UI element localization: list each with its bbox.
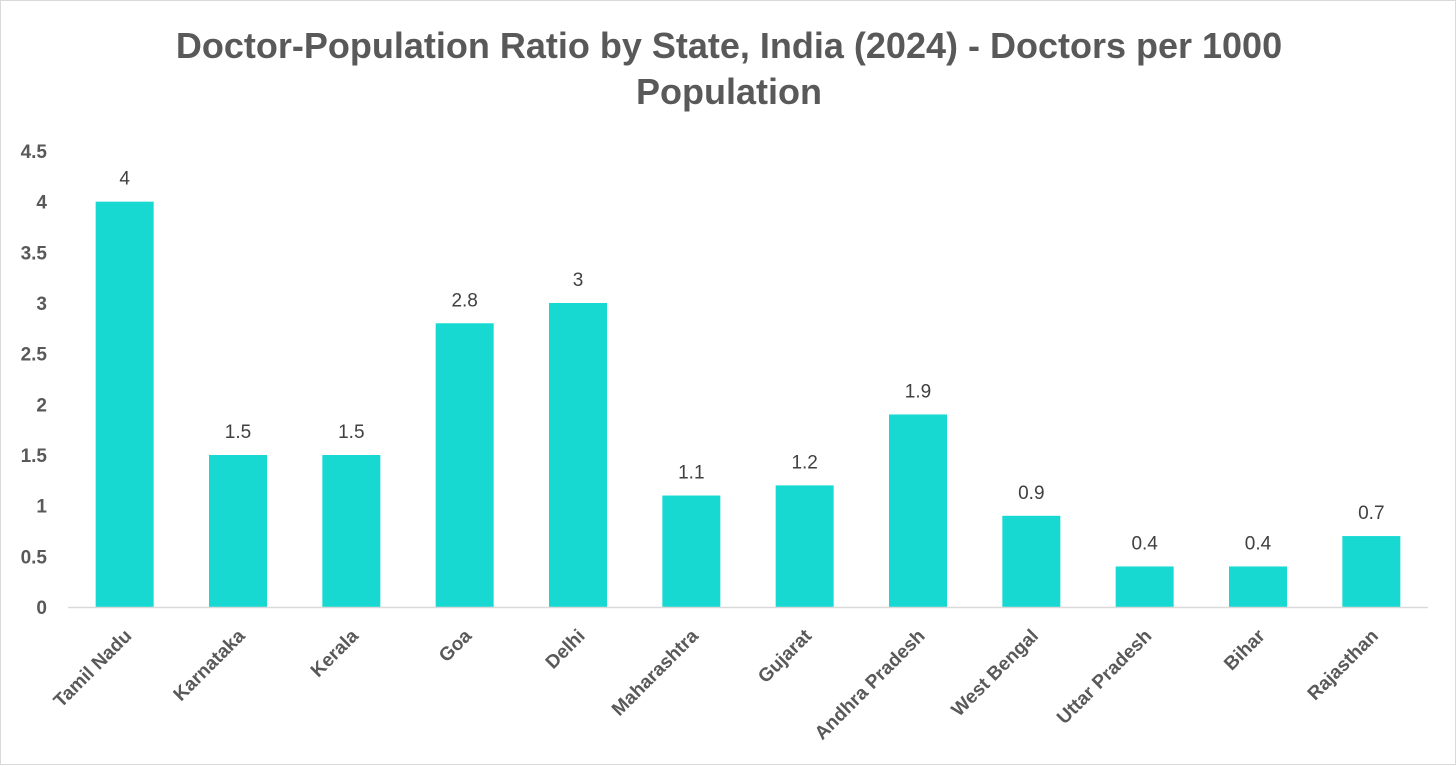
y-tick-label: 2 [36, 395, 47, 416]
x-tick-label: Maharashtra [608, 625, 703, 720]
chart-title: Doctor-Population Ratio by State, India … [1, 23, 1456, 115]
x-tick-label: Karnataka [170, 625, 250, 705]
data-label: 3 [573, 270, 584, 291]
bar [1342, 536, 1401, 607]
y-tick-label: 3.5 [21, 243, 48, 264]
bar [1115, 566, 1174, 607]
bar [549, 303, 607, 607]
chart-title-line-2: Population [636, 71, 822, 112]
bar [775, 485, 834, 607]
y-tick-label: 2.5 [21, 345, 48, 366]
data-label: 0.4 [1245, 533, 1272, 554]
x-tick-label: Delhi [542, 626, 590, 674]
y-tick-label: 4 [36, 193, 47, 214]
y-tick-label: 0.5 [21, 547, 48, 568]
data-label: 1.5 [225, 422, 251, 443]
y-tick-label: 4.5 [21, 142, 48, 163]
chart-title-line-1: Doctor-Population Ratio by State, India … [175, 25, 1283, 66]
data-label: 1.5 [338, 422, 364, 443]
bar [889, 414, 947, 607]
bar [95, 201, 154, 607]
y-tick-label: 0 [36, 598, 47, 619]
data-label: 0.4 [1131, 533, 1158, 554]
bar [1229, 566, 1287, 607]
x-tick-label: Rajasthan [1304, 626, 1383, 705]
x-tick-label: Tamil Nadu [50, 626, 136, 712]
bar [1002, 515, 1061, 607]
x-tick-label: Gujarat [754, 625, 816, 687]
y-tick-label: 1 [36, 497, 47, 518]
data-label: 0.9 [1018, 483, 1044, 504]
data-label: 4 [119, 169, 130, 190]
bar [435, 323, 494, 607]
data-label: 0.7 [1358, 503, 1384, 524]
data-label: 1.9 [905, 381, 931, 402]
x-tick-label: Uttar Pradesh [1053, 626, 1156, 729]
x-tick-label: Kerala [307, 625, 363, 681]
x-tick-label: Goa [435, 625, 476, 666]
x-tick-label: Andhra Pradesh [811, 626, 930, 745]
y-tick-label: 1.5 [21, 446, 48, 467]
y-tick-label: 3 [36, 294, 47, 315]
bar [322, 455, 381, 607]
x-tick-label: West Bengal [948, 626, 1043, 721]
data-label: 1.1 [678, 463, 704, 484]
data-label: 2.8 [451, 290, 477, 311]
bar [209, 455, 267, 607]
data-label: 1.2 [791, 452, 817, 473]
x-tick-label: Bihar [1220, 625, 1270, 675]
bar [662, 495, 721, 607]
